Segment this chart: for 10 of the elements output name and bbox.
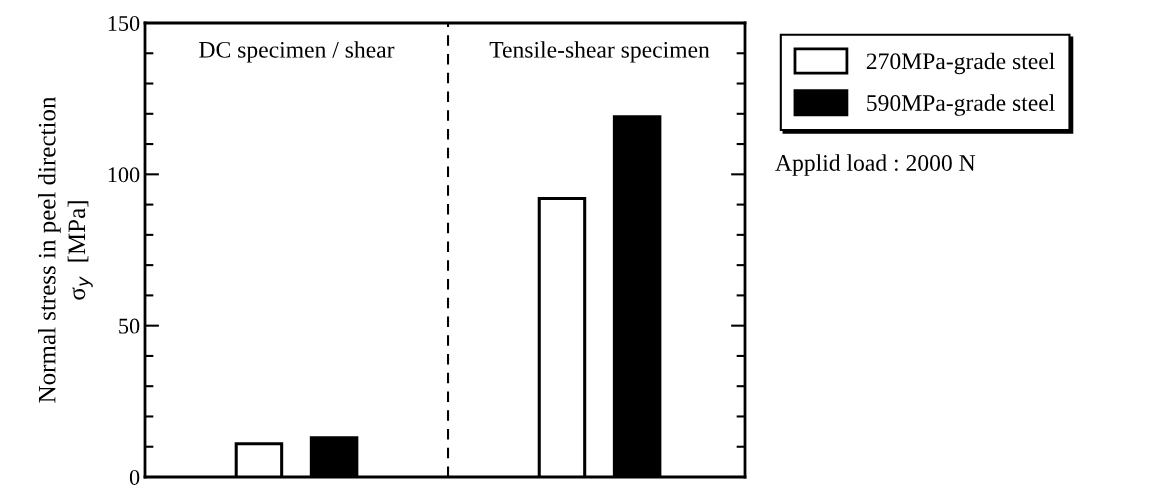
y-axis-title: Normal stress in peel direction σ$_{y}$ [MPa] [37, 96, 93, 403]
y-tick-label: 50 [119, 318, 140, 334]
legend-label: 590MPa-grade steel [867, 94, 1055, 116]
legend-label: 270MPa-grade steel [866, 52, 1055, 75]
annotation: DC specimen / shear [199, 41, 395, 63]
y-tick-label: 100 [108, 167, 140, 183]
y-tick-label: 0 [129, 469, 140, 485]
y-tick-label: 150 [108, 15, 140, 31]
text: Applid load : 2000 N [775, 154, 976, 176]
annotation: Tensile-shear specimen [489, 41, 710, 63]
